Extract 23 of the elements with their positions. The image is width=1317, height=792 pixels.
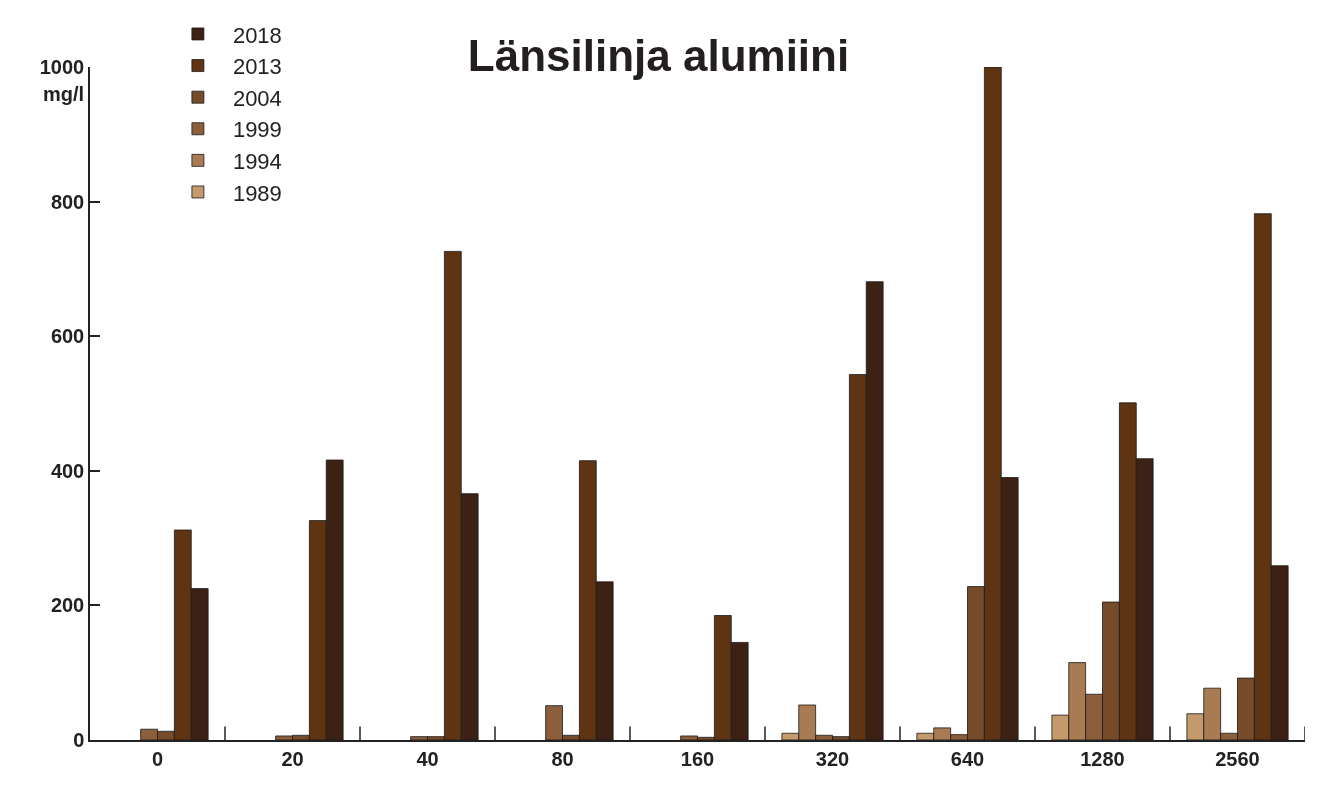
x-tick-label: 160: [680, 747, 715, 770]
legend-label: 2018: [232, 22, 282, 48]
x-tick-label: 40: [416, 747, 439, 770]
y-tick-label: 800: [50, 190, 85, 213]
y-tick-label: 600: [50, 325, 85, 348]
legend-label: 1999: [232, 117, 282, 143]
legend-label: 2004: [232, 85, 282, 111]
y-tick-label: 1000: [39, 56, 85, 78]
y-tick-label: 200: [50, 594, 85, 617]
y-tick-label: 0: [73, 729, 85, 751]
legend-label: 1994: [232, 148, 282, 174]
x-tick-label: 80: [551, 747, 574, 770]
x-tick-label: 0: [151, 747, 164, 770]
y-axis-title: mg/l: [43, 83, 85, 105]
x-tick-label: 1280: [1080, 747, 1125, 770]
chart-title: Länsilinja alumiini: [467, 30, 850, 80]
y-tick-label: 400: [50, 459, 85, 482]
x-tick-label: 20: [281, 747, 304, 770]
x-tick-label: 2560: [1215, 747, 1260, 770]
x-tick-label: 320: [815, 747, 850, 770]
x-tick-label: 640: [950, 747, 985, 770]
legend-label: 2013: [232, 54, 282, 80]
legend-label: 1989: [232, 180, 282, 206]
